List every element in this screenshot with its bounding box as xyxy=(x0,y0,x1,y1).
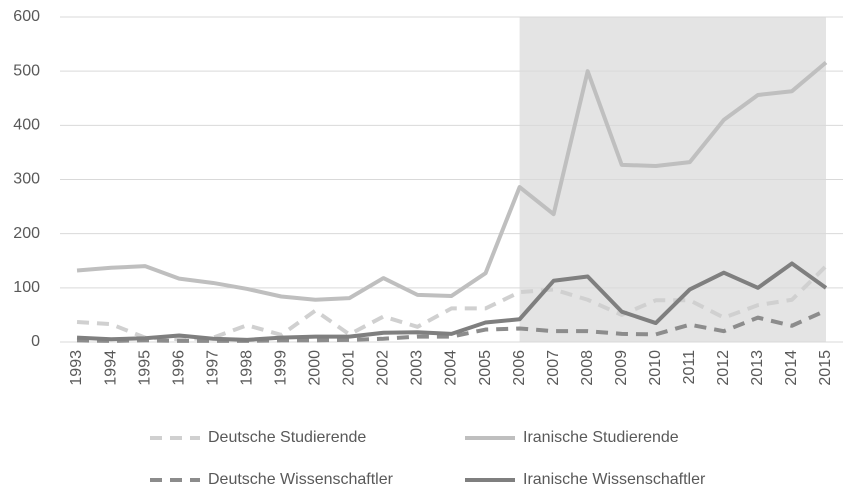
x-tick-label: 2003 xyxy=(409,350,426,386)
x-tick-label: 1996 xyxy=(170,350,187,386)
x-tick-label: 1999 xyxy=(273,350,290,386)
x-tick-label: 2010 xyxy=(647,350,664,386)
y-tick-label: 0 xyxy=(31,333,40,350)
x-tick-label: 2006 xyxy=(511,350,528,386)
x-tick-label: 2004 xyxy=(443,350,460,386)
x-tick-label: 2005 xyxy=(477,350,494,386)
legend-label: Iranische Studierende xyxy=(523,429,679,446)
legend-label: Deutsche Studierende xyxy=(208,429,366,446)
y-tick-label: 300 xyxy=(13,171,40,188)
legend-label: Deutsche Wissenschaftler xyxy=(208,471,394,488)
x-tick-label: 2015 xyxy=(817,350,834,386)
line-series xyxy=(76,261,828,342)
x-tick-label: 2011 xyxy=(681,350,698,385)
x-tick-label: 2002 xyxy=(375,350,392,386)
x-tick-label: 2000 xyxy=(307,350,324,386)
x-tick-label: 2012 xyxy=(715,350,732,386)
x-tick-label: 1998 xyxy=(238,350,255,386)
y-tick-label: 600 xyxy=(13,8,40,25)
line-series xyxy=(76,60,828,302)
legend-label: Iranische Wissenschaftler xyxy=(523,471,706,488)
y-tick-label: 200 xyxy=(13,225,40,242)
x-tick-label: 1997 xyxy=(204,350,221,386)
x-tick-label: 2014 xyxy=(783,350,800,386)
x-tick-label: 2009 xyxy=(613,350,630,386)
x-tick-label: 2013 xyxy=(749,350,766,386)
x-tick-label: 2008 xyxy=(579,350,596,386)
x-tick-label: 1993 xyxy=(68,350,85,386)
y-tick-label: 500 xyxy=(13,62,40,79)
x-tick-label: 1995 xyxy=(136,350,153,386)
y-tick-label: 400 xyxy=(13,117,40,134)
x-tick-label: 2001 xyxy=(341,350,358,386)
y-tick-label: 100 xyxy=(13,279,40,296)
line-series xyxy=(76,308,827,343)
x-tick-label: 1994 xyxy=(102,350,119,386)
x-tick-label: 2007 xyxy=(545,350,562,386)
